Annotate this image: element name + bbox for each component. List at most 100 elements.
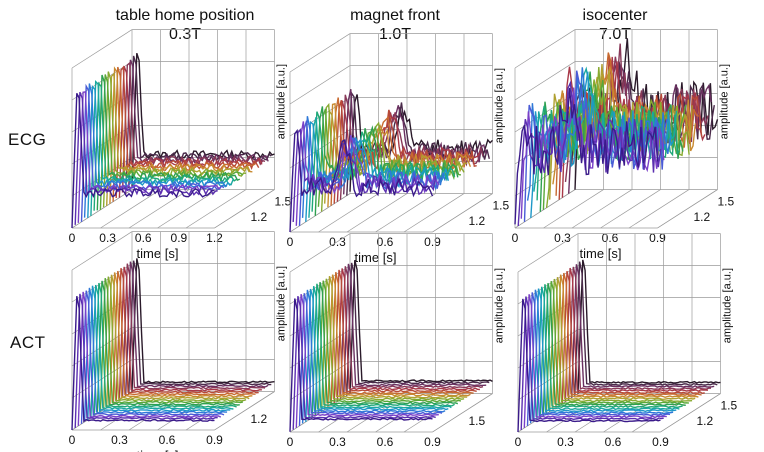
z-axis-label: amplitude [a.u.] bbox=[494, 68, 506, 143]
waveform-trace bbox=[87, 285, 231, 420]
x-tick-label: 0.3 bbox=[329, 235, 346, 249]
gridline bbox=[289, 233, 351, 273]
waveform-trace bbox=[542, 283, 686, 416]
x-tick-label: 0 bbox=[287, 435, 294, 449]
gridline bbox=[318, 193, 379, 233]
x-axis-label: time [s] bbox=[137, 246, 179, 261]
waveform-trace bbox=[99, 277, 244, 412]
waveform-trace bbox=[295, 121, 440, 226]
depth-tick-label: 1.5 bbox=[469, 414, 486, 428]
waveform-trace bbox=[93, 282, 237, 416]
waveform-trace bbox=[125, 261, 269, 396]
waveform-trace bbox=[324, 276, 468, 410]
z-axis-label: amplitude [a.u.] bbox=[276, 64, 288, 139]
waterfall-panel-ecg-0: 0 0.3 0.6 0.9 1.2 time [s] 1.2 1.5 amplitude [a.… bbox=[69, 29, 292, 261]
x-tick-label: 0.9 bbox=[206, 433, 223, 447]
waveform-trace bbox=[80, 290, 225, 424]
waveform-trace bbox=[128, 260, 272, 394]
x-tick-label: 0.3 bbox=[329, 435, 346, 449]
waveform-trace bbox=[529, 289, 674, 424]
waveform-trace bbox=[121, 263, 266, 398]
waveform-trace bbox=[128, 55, 272, 189]
waveform-trace bbox=[295, 293, 439, 428]
waveform-trace bbox=[514, 87, 659, 225]
x-axis-label: time [s] bbox=[355, 450, 397, 452]
depth-tick-label: 1.2 bbox=[251, 210, 268, 224]
gridline bbox=[71, 29, 133, 69]
x-tick-label: 0.6 bbox=[605, 435, 622, 449]
depth-tick-label: 1.2 bbox=[469, 214, 486, 228]
column-title-front-name: magnet front bbox=[350, 7, 440, 24]
waveform-trace bbox=[561, 270, 705, 404]
waveform-trace bbox=[109, 272, 253, 406]
waveform-trace bbox=[349, 260, 493, 394]
gridline bbox=[403, 193, 465, 233]
gridline bbox=[517, 233, 579, 273]
waveform-trace bbox=[564, 267, 709, 402]
depth-tick-label: 1.5 bbox=[721, 398, 738, 412]
gridline bbox=[432, 393, 493, 433]
gridline bbox=[157, 189, 218, 229]
x-tick-label: 0.9 bbox=[652, 435, 669, 449]
gridline bbox=[100, 189, 161, 229]
waveform-trace bbox=[577, 259, 721, 394]
waveform-trace bbox=[548, 278, 693, 412]
gridline bbox=[628, 189, 690, 229]
waveform-trace bbox=[301, 289, 446, 424]
x-tick-label: 0.9 bbox=[424, 235, 441, 249]
waveform-trace bbox=[90, 79, 235, 216]
waveform-trace bbox=[526, 292, 671, 426]
waveform-trace bbox=[555, 274, 699, 408]
waveform-trace bbox=[330, 272, 474, 406]
x-axis-label: time [s] bbox=[580, 246, 622, 261]
row-label-act: ACT bbox=[10, 333, 46, 352]
column-title-home: table home position 0.3T bbox=[95, 6, 275, 44]
waveform-trace bbox=[346, 262, 490, 396]
waveform-trace bbox=[552, 276, 696, 410]
x-tick-label: 0.3 bbox=[99, 231, 116, 245]
waterfall-panel-act-4: 0 0.3 0.6 0.9 time [s] 1.5 amplitude [a.u.] bbox=[287, 233, 506, 452]
waveform-trace bbox=[558, 272, 702, 406]
gridline bbox=[346, 393, 408, 433]
gridline bbox=[571, 189, 633, 229]
z-axis-label: amplitude [a.u.] bbox=[719, 64, 731, 139]
waveform-trace bbox=[289, 128, 434, 233]
x-tick-label: 0.6 bbox=[602, 231, 619, 245]
waveform-trace bbox=[292, 296, 436, 430]
waveform-trace bbox=[336, 268, 480, 402]
depth-tick-label: 1.2 bbox=[697, 414, 714, 428]
waveform-trace bbox=[333, 269, 477, 404]
waveform-trace bbox=[118, 266, 262, 400]
x-tick-label: 0.9 bbox=[649, 231, 666, 245]
x-tick-label: 0.3 bbox=[111, 433, 128, 447]
waveform-trace bbox=[520, 296, 664, 431]
waveform-trace bbox=[305, 288, 449, 422]
gridline bbox=[432, 193, 493, 233]
column-title-front: magnet front 1.0T bbox=[320, 6, 470, 44]
waveform-trace bbox=[74, 91, 218, 225]
gridline bbox=[214, 189, 275, 229]
waveform-trace bbox=[520, 87, 665, 219]
x-axis-label: time [s] bbox=[137, 448, 179, 452]
gridline bbox=[514, 189, 576, 229]
waveform-trace bbox=[571, 264, 715, 398]
waveform-trace bbox=[311, 283, 455, 418]
x-tick-label: 0.6 bbox=[159, 433, 176, 447]
gridline bbox=[214, 391, 275, 431]
gridline bbox=[185, 189, 247, 229]
waveform-trace bbox=[343, 263, 487, 398]
waveform-trace bbox=[320, 278, 465, 412]
waveform-trace bbox=[106, 274, 250, 408]
gridline bbox=[600, 189, 661, 229]
depth-tick-label: 1.5 bbox=[275, 194, 292, 208]
waveform-trace bbox=[102, 276, 247, 410]
x-tick-label: 0 bbox=[69, 231, 76, 245]
waveform-trace bbox=[545, 281, 689, 414]
waveform-trace bbox=[71, 295, 215, 431]
gridline bbox=[71, 189, 133, 229]
x-tick-label: 0 bbox=[512, 231, 519, 245]
x-tick-label: 0 bbox=[515, 435, 522, 449]
column-title-front-field: 1.0T bbox=[378, 26, 411, 43]
gridline bbox=[289, 65, 351, 105]
